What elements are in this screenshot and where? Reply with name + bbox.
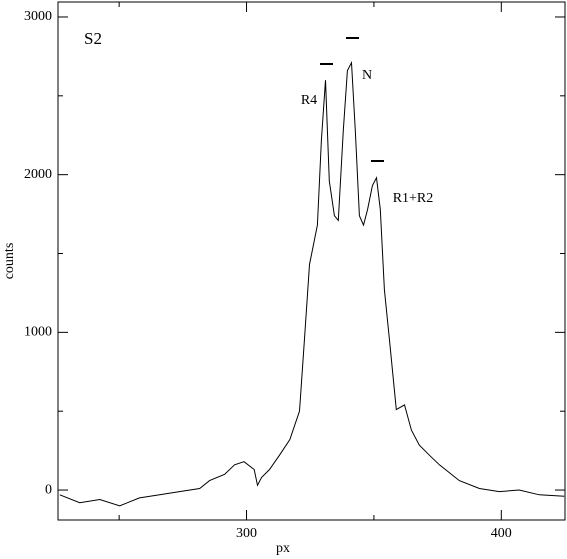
y-tick-label: 0 [45,482,52,497]
annotation: N [362,68,372,83]
annotation: S2 [84,29,102,48]
x-axis-label: px [276,541,290,556]
y-axis-label: counts [2,243,17,280]
x-tick-label: 400 [491,526,512,541]
y-tick-label: 2000 [24,167,52,182]
x-tick-label: 300 [236,526,257,541]
data-line [59,60,565,507]
y-tick-label: 1000 [24,325,52,340]
plot-frame [57,1,566,521]
y-tick-label: 3000 [24,9,52,24]
annotation: R1+R2 [393,191,434,206]
annotation: R4 [301,93,317,108]
